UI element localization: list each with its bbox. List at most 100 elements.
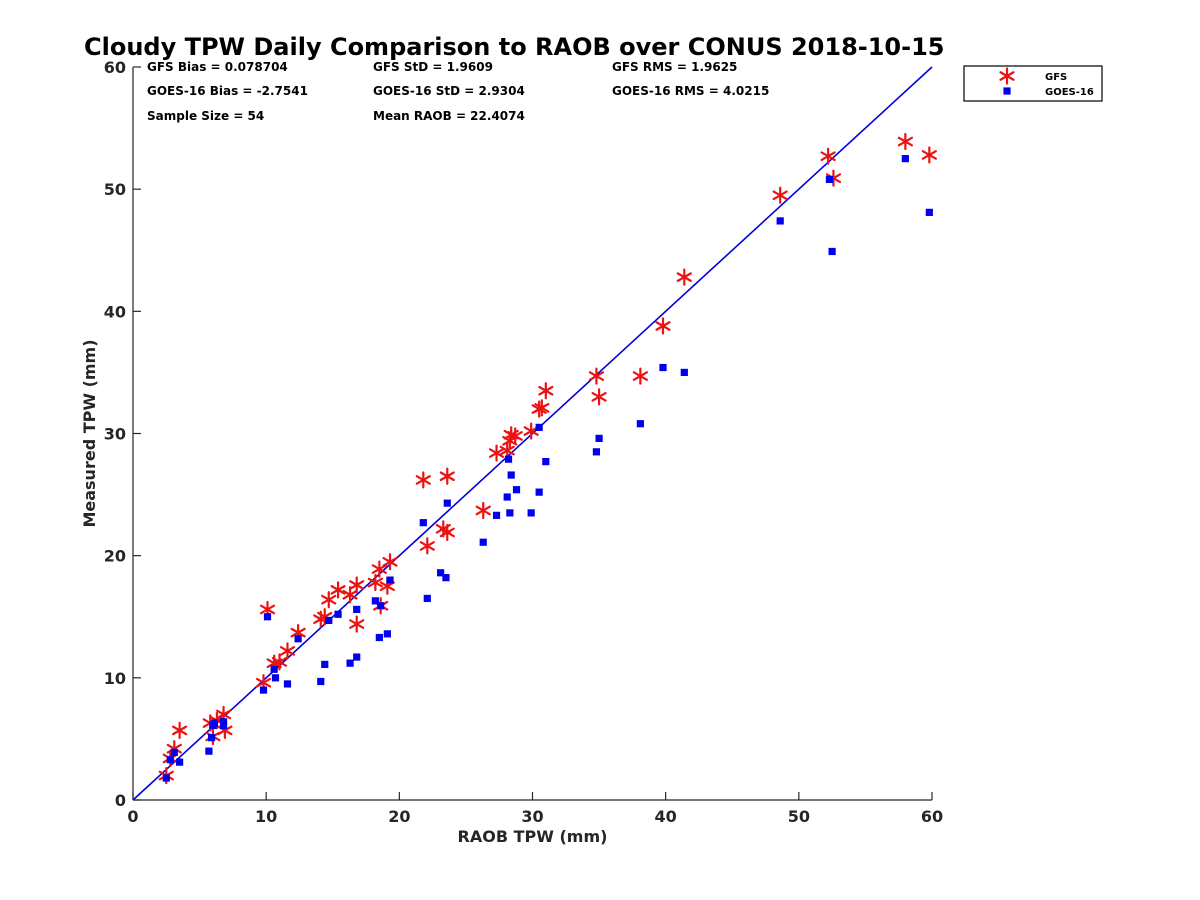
stat-text: GFS RMS = 1.9625 xyxy=(612,60,737,74)
goes-16-point xyxy=(504,455,513,463)
chart-title: Cloudy TPW Daily Comparison to RAOB over… xyxy=(84,33,944,61)
gfs-point xyxy=(676,268,692,286)
goes-16-point xyxy=(680,368,688,377)
x-tick-label: 20 xyxy=(388,807,410,826)
gfs-point xyxy=(439,467,455,485)
goes-16-point xyxy=(442,574,450,582)
gfs-point xyxy=(330,581,346,599)
goes-16-point xyxy=(825,175,834,183)
goes-16-point xyxy=(325,616,333,625)
gfs-point xyxy=(588,367,605,385)
gfs-point xyxy=(172,721,188,739)
goes-16-point xyxy=(162,774,170,782)
goes-16-point xyxy=(419,519,427,527)
y-tick-label: 40 xyxy=(104,302,126,321)
goes-16-point xyxy=(353,653,361,661)
gfs-point xyxy=(507,427,523,445)
legend-gfs-label: GFS xyxy=(1045,72,1067,83)
goes-16-point xyxy=(271,674,280,682)
stat-text: GOES-16 RMS = 4.0215 xyxy=(612,84,769,98)
y-tick-label: 60 xyxy=(104,58,126,77)
y-tick-label: 10 xyxy=(104,669,126,688)
one-to-one-line xyxy=(132,66,933,801)
goes-16-point xyxy=(283,680,292,688)
stat-text: Mean RAOB = 22.4074 xyxy=(373,109,525,123)
gfs-point xyxy=(921,146,937,164)
goes-16-point xyxy=(383,630,391,638)
goes-16-point xyxy=(334,610,342,618)
legend-box xyxy=(963,65,1103,102)
stat-text: GOES-16 StD = 2.9304 xyxy=(373,84,525,98)
goes-16-point xyxy=(503,493,511,501)
gfs-point xyxy=(415,471,431,489)
goes-16-point xyxy=(386,576,394,584)
goes-16-point xyxy=(437,569,445,577)
x-tick-label: 0 xyxy=(127,807,138,826)
gfs-point xyxy=(897,132,913,151)
goes-16-point xyxy=(166,756,174,764)
stat-text: Sample Size = 54 xyxy=(147,109,264,123)
goes-16-point xyxy=(535,488,543,496)
goes-16-point xyxy=(210,719,218,727)
goes-16-point xyxy=(492,511,501,519)
gfs-point xyxy=(523,422,539,440)
stat-text: GFS StD = 1.9609 xyxy=(373,60,493,74)
goes-16-point xyxy=(371,597,379,605)
stat-text: GOES-16 Bias = -2.7541 xyxy=(147,84,308,98)
goes-16-point xyxy=(205,747,213,755)
goes-16-point xyxy=(259,686,268,694)
gfs-point xyxy=(321,591,337,609)
goes-16-point xyxy=(659,363,667,372)
x-tick-label: 40 xyxy=(655,807,677,826)
y-tick-label: 0 xyxy=(115,791,126,810)
goes-16-point xyxy=(294,635,302,643)
gfs-point xyxy=(534,399,550,417)
y-axis-label: Measured TPW (mm) xyxy=(80,339,99,527)
goes-16-point xyxy=(479,538,487,546)
goes-16-point xyxy=(353,605,361,614)
gfs-point xyxy=(475,501,491,520)
goes-16-point xyxy=(542,457,550,466)
goes-16-point xyxy=(317,677,325,686)
goes-16-point xyxy=(527,509,535,517)
x-tick-label: 50 xyxy=(788,807,810,826)
axes-layer: 0 10 20 30 40 50 60 0 10 20 30 40 50 60 xyxy=(104,58,943,826)
gfs-point xyxy=(488,444,505,462)
gfs-point xyxy=(820,147,836,165)
goes-16-point xyxy=(901,155,909,163)
goes-16-point xyxy=(506,509,514,517)
legend-gfs-marker xyxy=(999,67,1015,85)
gfs-point xyxy=(279,642,296,660)
y-tick-label: 20 xyxy=(104,547,126,566)
goes-16-point xyxy=(219,718,228,726)
legend-goes-16-marker xyxy=(1003,87,1011,95)
gfs-point xyxy=(632,367,648,385)
goes-16-point xyxy=(170,748,178,756)
gfs-point xyxy=(591,388,607,406)
gfs-point xyxy=(349,615,365,633)
goes-16-point xyxy=(507,471,515,479)
goes-16-point xyxy=(377,602,385,610)
gfs-point xyxy=(367,573,383,592)
goes-16-point xyxy=(828,247,836,256)
gfs-point xyxy=(655,317,671,335)
gfs-point xyxy=(439,523,455,542)
goes-16-point xyxy=(321,660,329,668)
goes-16-point xyxy=(375,633,383,642)
goes-16-point xyxy=(925,208,933,216)
goes-16-point xyxy=(535,423,543,431)
points-layer xyxy=(158,132,937,785)
gfs-point xyxy=(772,186,788,204)
goes-16-point xyxy=(219,721,228,730)
goes-16-point xyxy=(270,665,278,673)
x-tick-label: 10 xyxy=(255,807,277,826)
goes-16-point xyxy=(176,758,184,766)
reference-line-layer xyxy=(132,66,933,801)
goes-16-point xyxy=(443,499,451,507)
legend: GFS GOES-16 xyxy=(963,65,1103,102)
goes-16-point xyxy=(512,486,521,494)
gfs-point xyxy=(349,576,365,594)
stats-block: GFS Bias = 0.078704 GFS StD = 1.9609 GFS R… xyxy=(147,60,769,123)
y-tick-label: 50 xyxy=(104,180,126,199)
goes-16-point xyxy=(776,217,784,225)
